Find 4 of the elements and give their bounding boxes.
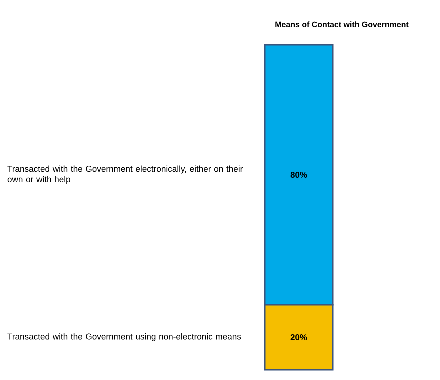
text: Transacted with the Government using non-electronic means — [8, 334, 242, 342]
data-label: 20% — [290, 334, 308, 340]
text: Transacted with the Government electronically, either on their own or with help — [8, 166, 244, 184]
data-label: 80% — [290, 172, 308, 178]
